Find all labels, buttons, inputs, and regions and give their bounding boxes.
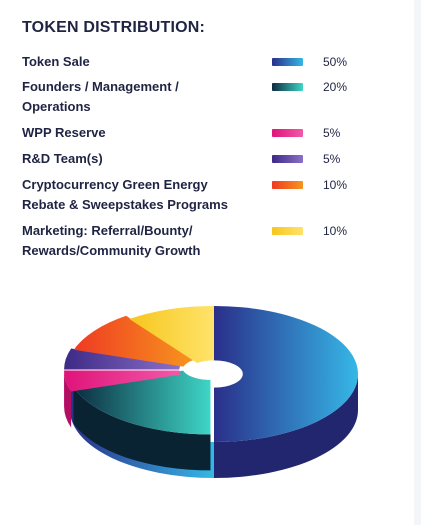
legend-swatch xyxy=(272,129,303,137)
pie-slice-side xyxy=(73,387,211,471)
legend-label: Founders / Management / Operations xyxy=(22,79,179,114)
legend-swatch xyxy=(272,58,303,66)
legend-value: 10% xyxy=(323,178,348,192)
legend-swatch xyxy=(272,83,303,91)
legend-label: Marketing: Referral/Bounty/ Rewards/Comm… xyxy=(22,223,201,258)
legend-label: Cryptocurrency Green Energy Rebate & Swe… xyxy=(22,177,228,212)
pie-chart xyxy=(64,306,358,478)
pie-slice xyxy=(129,306,214,363)
pie-slice-side xyxy=(214,374,358,478)
pie-slice xyxy=(214,306,358,442)
legend-swatch xyxy=(272,155,303,163)
legend-value: 50% xyxy=(323,55,348,69)
legend-label: Token Sale xyxy=(22,54,90,69)
pie-tops xyxy=(64,306,358,442)
legend-value: 20% xyxy=(323,80,348,94)
pie-slice xyxy=(64,348,181,370)
legend-swatch xyxy=(272,181,303,189)
pie-slice xyxy=(73,370,211,435)
legend-value: 10% xyxy=(323,224,348,238)
pie-slice xyxy=(73,315,194,367)
legend-label: WPP Reserve xyxy=(22,125,106,140)
pie-slice xyxy=(64,370,181,392)
legend-label: R&D Team(s) xyxy=(22,151,103,166)
pie-sides xyxy=(64,370,358,478)
legend-swatch xyxy=(272,227,303,235)
pie-slice-side xyxy=(64,370,72,428)
legend-value: 5% xyxy=(323,152,341,166)
legend-value: 5% xyxy=(323,126,341,140)
chart-title: TOKEN DISTRIBUTION: xyxy=(22,19,206,36)
